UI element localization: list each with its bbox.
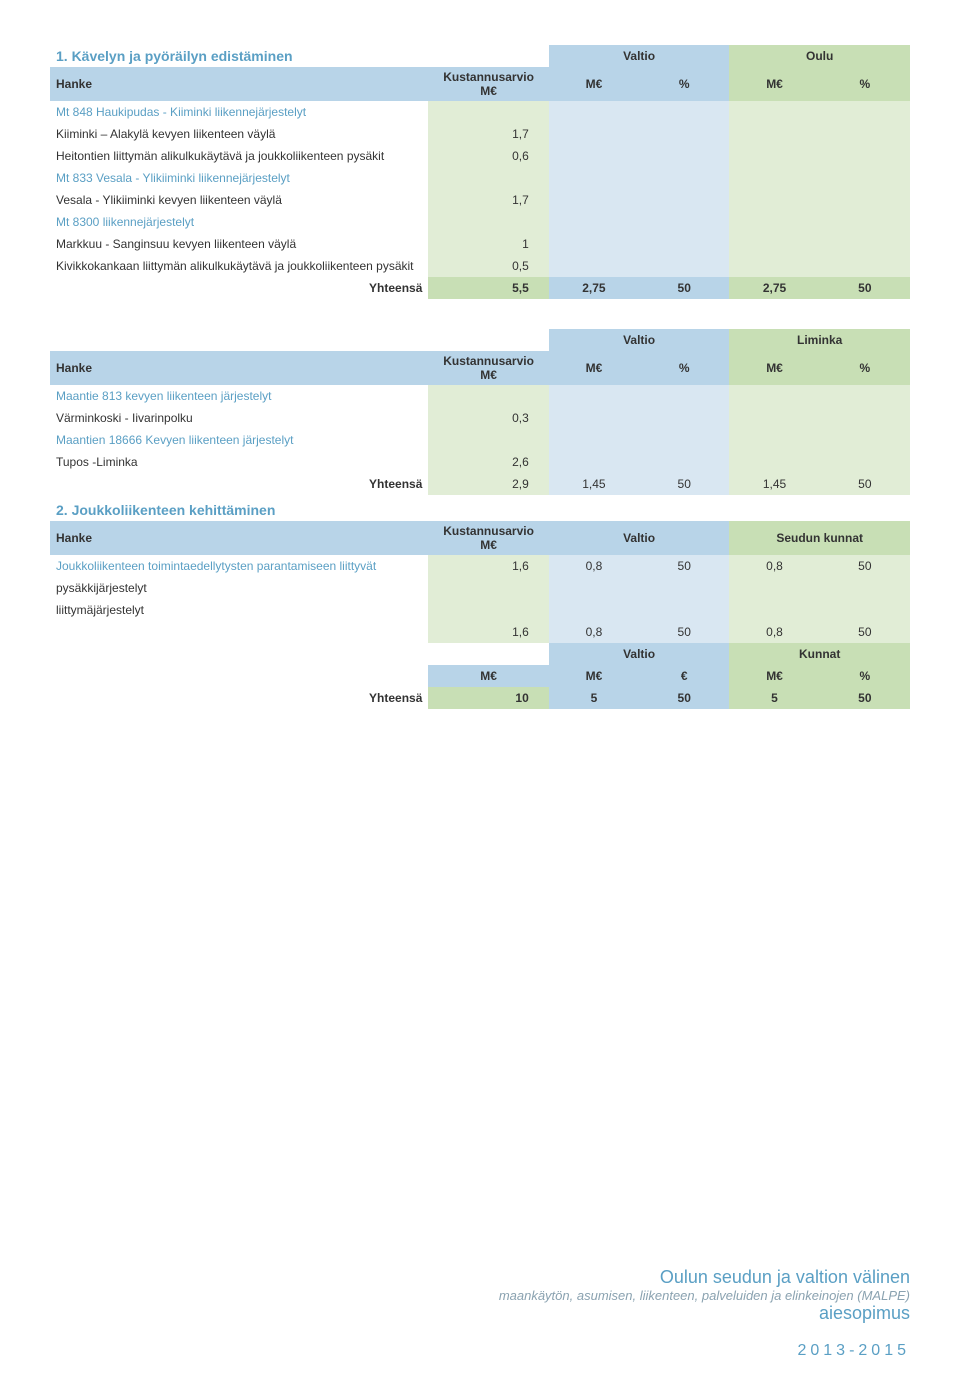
row-label: Markkuu - Sanginsuu kevyen liikenteen vä… bbox=[50, 233, 428, 255]
row-cost bbox=[428, 167, 548, 189]
row-label: Tupos -Liminka bbox=[50, 451, 428, 473]
table-row: Joukkoliikenteen toimintaedellytysten pa… bbox=[50, 555, 910, 577]
row-label: liittymäjärjestelyt bbox=[50, 599, 428, 621]
row-cost: 0,3 bbox=[428, 407, 548, 429]
table-row: pysäkkijärjestelyt bbox=[50, 577, 910, 599]
header-row-1: Hanke Kustannusarvio M€ M€ % M€ % bbox=[50, 67, 910, 101]
table-row: liittymäjärjestelyt bbox=[50, 599, 910, 621]
table-row: Vesala - Ylikiiminki kevyen liikenteen v… bbox=[50, 189, 910, 211]
footer-year: 2013-2015 bbox=[499, 1342, 910, 1360]
table-section-3: 2. Joukkoliikenteen kehittäminen Hanke K… bbox=[50, 499, 910, 709]
table-section-2: Valtio Liminka Hanke Kustannusarvio M€ M… bbox=[50, 329, 910, 495]
sum-row-2: Yhteensä 2,9 1,45 50 1,45 50 bbox=[50, 473, 910, 495]
table-row: Kiiminki – Alakylä kevyen liikenteen väy… bbox=[50, 123, 910, 145]
row-label: Joukkoliikenteen toimintaedellytysten pa… bbox=[50, 555, 428, 577]
hdr-cost: Kustannusarvio M€ bbox=[428, 67, 548, 101]
row-label: Maantien 18666 Kevyen liikenteen järjest… bbox=[50, 429, 428, 451]
header-row-3: Hanke Kustannusarvio M€ Valtio Seudun ku… bbox=[50, 521, 910, 555]
sub-row-3: 1,6 0,8 50 0,8 50 bbox=[50, 621, 910, 643]
table-row: Mt 848 Haukipudas - Kiiminki liikennejär… bbox=[50, 101, 910, 123]
row-label: Maantie 813 kevyen liikenteen järjestely… bbox=[50, 385, 428, 407]
table-row: Markkuu - Sanginsuu kevyen liikenteen vä… bbox=[50, 233, 910, 255]
table-row: Maantie 813 kevyen liikenteen järjestely… bbox=[50, 385, 910, 407]
row-cost: 1,6 bbox=[428, 555, 548, 577]
table-row: Mt 833 Vesala - Ylikiiminki liikennejärj… bbox=[50, 167, 910, 189]
row-cost: 0,5 bbox=[428, 255, 548, 277]
table-row: Mt 8300 liikennejärjestelyt bbox=[50, 211, 910, 233]
row-cost bbox=[428, 577, 548, 599]
hdr2-row-3a: Valtio Kunnat bbox=[50, 643, 910, 665]
sum-row-3: Yhteensä 10 5 50 5 50 bbox=[50, 687, 910, 709]
sum-row-1: Yhteensä 5,5 2,75 50 2,75 50 bbox=[50, 277, 910, 299]
footer-line-3: aiesopimus bbox=[499, 1303, 910, 1324]
row-cost: 1,7 bbox=[428, 123, 548, 145]
section-2-top-row: Valtio Liminka bbox=[50, 329, 910, 351]
table-row: Kivikkokankaan liittymän alikulkukäytävä… bbox=[50, 255, 910, 277]
row-label: pysäkkijärjestelyt bbox=[50, 577, 428, 599]
row-label: Kiiminki – Alakylä kevyen liikenteen väy… bbox=[50, 123, 428, 145]
table-row: Maantien 18666 Kevyen liikenteen järjest… bbox=[50, 429, 910, 451]
row-cost: 0,6 bbox=[428, 145, 548, 167]
row-label: Mt 848 Haukipudas - Kiiminki liikennejär… bbox=[50, 101, 428, 123]
table-section-1: 1. Kävelyn ja pyöräilyn edistäminen Valt… bbox=[50, 45, 910, 299]
hdr-hanke: Hanke bbox=[50, 67, 428, 101]
row-cost: 1 bbox=[428, 233, 548, 255]
col-oulu: Oulu bbox=[729, 45, 910, 67]
section-3-title: 2. Joukkoliikenteen kehittäminen bbox=[50, 499, 910, 521]
row-label: Heitontien liittymän alikulkukäytävä ja … bbox=[50, 145, 428, 167]
page-footer: Oulun seudun ja valtion välinen maankäyt… bbox=[499, 1267, 910, 1360]
row-cost bbox=[428, 211, 548, 233]
section-1-title: 1. Kävelyn ja pyöräilyn edistäminen bbox=[50, 45, 428, 67]
row-label: Mt 833 Vesala - Ylikiiminki liikennejärj… bbox=[50, 167, 428, 189]
row-label: Kivikkokankaan liittymän alikulkukäytävä… bbox=[50, 255, 428, 277]
header-row-2: Hanke Kustannusarvio M€ M€ % M€ % bbox=[50, 351, 910, 385]
row-cost: 2,6 bbox=[428, 451, 548, 473]
footer-line-1: Oulun seudun ja valtion välinen bbox=[499, 1267, 910, 1288]
row-label: Värminkoski - Iivarinpolku bbox=[50, 407, 428, 429]
table-row: Heitontien liittymän alikulkukäytävä ja … bbox=[50, 145, 910, 167]
footer-line-2: maankäytön, asumisen, liikenteen, palvel… bbox=[499, 1288, 910, 1303]
section-1-title-row: 1. Kävelyn ja pyöräilyn edistäminen Valt… bbox=[50, 45, 910, 67]
hdr2-row-3b: M€ M€ € M€ % bbox=[50, 665, 910, 687]
row-label: Mt 8300 liikennejärjestelyt bbox=[50, 211, 428, 233]
row-label: Vesala - Ylikiiminki kevyen liikenteen v… bbox=[50, 189, 428, 211]
row-cost bbox=[428, 599, 548, 621]
row-cost bbox=[428, 101, 548, 123]
table-row: Värminkoski - Iivarinpolku0,3 bbox=[50, 407, 910, 429]
col-valtio: Valtio bbox=[549, 45, 730, 67]
row-cost bbox=[428, 385, 548, 407]
row-cost: 1,7 bbox=[428, 189, 548, 211]
row-cost bbox=[428, 429, 548, 451]
table-row: Tupos -Liminka2,6 bbox=[50, 451, 910, 473]
